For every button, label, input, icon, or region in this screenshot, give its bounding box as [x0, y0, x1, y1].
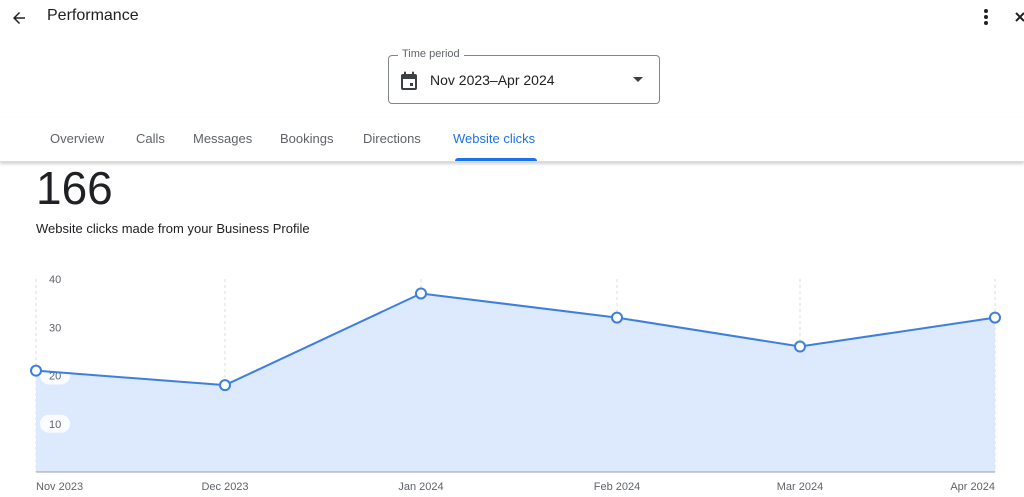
data-point-2 [415, 287, 427, 300]
time-period-value: Nov 2023–Apr 2024 [430, 72, 555, 88]
tab-bar: Overview Calls Messages Bookings Directi… [0, 118, 1024, 162]
data-point-1 [219, 379, 231, 392]
y-tick-bg-40 [40, 270, 70, 288]
y-tick-bg-30 [40, 318, 70, 337]
data-point-4 [794, 340, 806, 353]
page-title: Performance [47, 7, 139, 24]
y-tick-bg-10 [40, 414, 70, 433]
more-vert-icon [984, 9, 988, 25]
total-clicks-value: 166 [36, 162, 113, 214]
total-clicks-description: Website clicks made from your Business P… [36, 221, 310, 236]
arrow-left-icon [13, 12, 25, 24]
close-icon [1015, 12, 1024, 22]
website-clicks-chart: 10 20 30 40 Nov 2023 Dec 2023 Jan 2024 Feb 2024… [30, 270, 1001, 493]
data-point-5 [989, 311, 1001, 324]
y-tick-label-30: 30 [49, 322, 61, 334]
x-tick-label-3: Feb 2024 [594, 481, 640, 493]
y-tick-label-20: 20 [49, 371, 61, 383]
tab-calls[interactable]: Calls [136, 131, 165, 146]
series-line [35, 292, 996, 387]
tab-messages[interactable]: Messages [193, 131, 253, 146]
tab-website-clicks[interactable]: Website clicks [453, 131, 536, 146]
x-tick-label-4: Mar 2024 [777, 481, 823, 493]
back-button[interactable] [6, 5, 32, 31]
tab-bookings[interactable]: Bookings [280, 131, 334, 146]
data-point-3 [611, 311, 623, 324]
y-tick-label-40: 40 [49, 274, 61, 286]
time-period-selector[interactable]: Time period Nov 2023–Apr 2024 [388, 48, 660, 104]
y-tick-label-10: 10 [49, 419, 61, 431]
more-options-button[interactable] [974, 4, 998, 30]
close-button[interactable] [1012, 4, 1024, 30]
x-tick-label-2: Jan 2024 [398, 481, 443, 493]
x-tick-label-0: Nov 2023 [36, 481, 83, 493]
time-period-label: Time period [398, 48, 464, 60]
active-tab-indicator [455, 158, 537, 161]
top-bar: Performance [0, 0, 1024, 36]
calendar-icon [401, 71, 417, 90]
chevron-down-icon [633, 77, 643, 82]
area-fill [36, 293, 995, 472]
data-point-0 [30, 364, 42, 377]
tab-overview[interactable]: Overview [50, 131, 105, 146]
tab-directions[interactable]: Directions [363, 131, 421, 146]
x-tick-label-1: Dec 2023 [201, 481, 248, 493]
x-tick-label-5: Apr 2024 [950, 481, 995, 493]
